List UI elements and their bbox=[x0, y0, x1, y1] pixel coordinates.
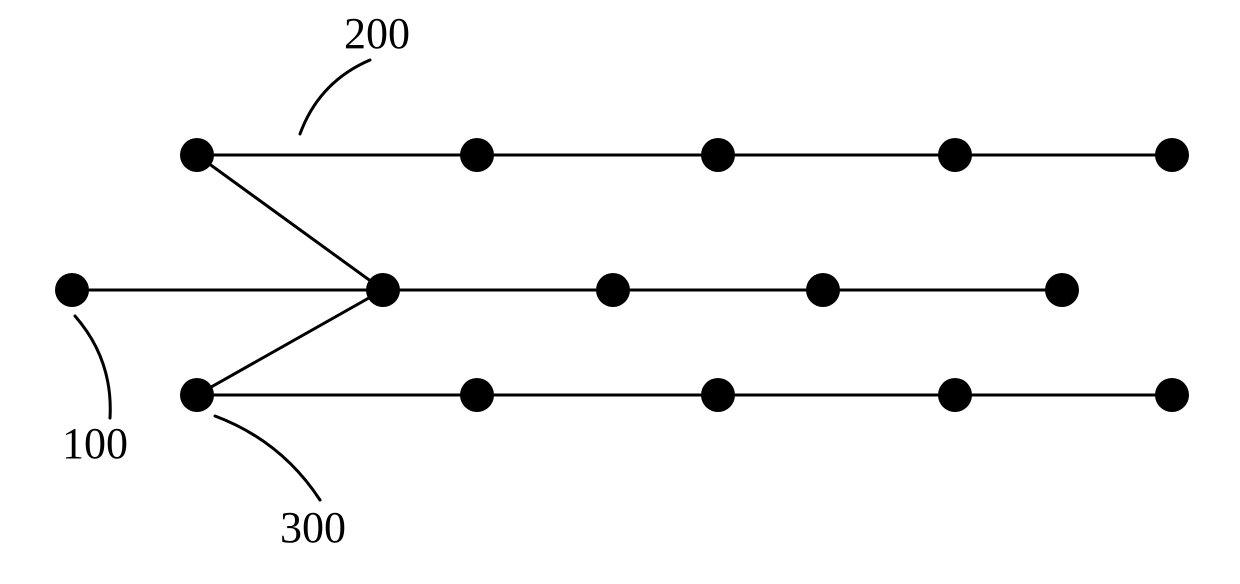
node bbox=[55, 273, 89, 307]
node bbox=[806, 273, 840, 307]
edge bbox=[197, 155, 383, 290]
callout-line bbox=[75, 316, 110, 418]
node bbox=[596, 273, 630, 307]
node bbox=[1155, 138, 1189, 172]
node bbox=[938, 138, 972, 172]
diagram-svg bbox=[0, 0, 1240, 584]
node bbox=[701, 378, 735, 412]
label-100: 100 bbox=[62, 418, 128, 469]
node bbox=[938, 378, 972, 412]
node bbox=[1155, 378, 1189, 412]
node bbox=[180, 138, 214, 172]
node bbox=[701, 138, 735, 172]
node bbox=[180, 378, 214, 412]
diagram-stage: 200 100 300 bbox=[0, 0, 1240, 584]
node bbox=[460, 378, 494, 412]
node bbox=[366, 273, 400, 307]
node bbox=[460, 138, 494, 172]
node bbox=[1045, 273, 1079, 307]
callout-line bbox=[300, 60, 370, 134]
label-300: 300 bbox=[280, 502, 346, 553]
edge bbox=[197, 290, 383, 395]
label-200: 200 bbox=[344, 8, 410, 59]
callout-line bbox=[215, 416, 320, 500]
